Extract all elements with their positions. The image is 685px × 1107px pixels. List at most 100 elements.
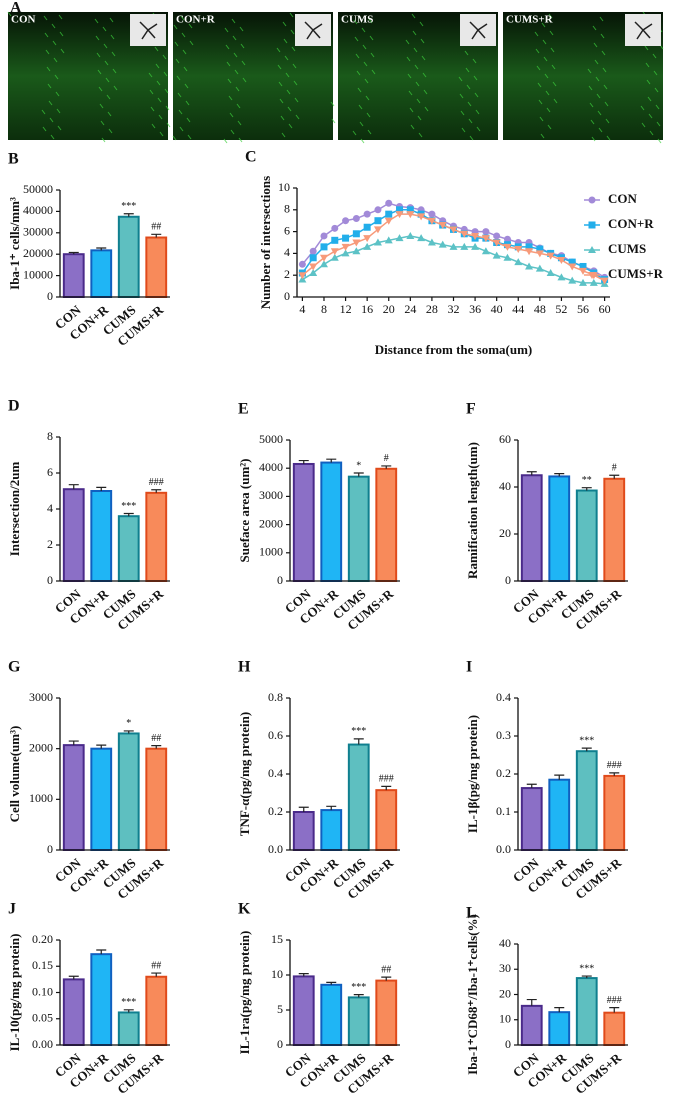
bar: [62, 488, 85, 583]
point: [492, 251, 501, 259]
cell-speck: [547, 124, 552, 130]
bar: [117, 1011, 140, 1047]
cell-speck: [113, 85, 118, 91]
cell-speck: [548, 13, 553, 19]
cell-speck: [475, 109, 480, 115]
cell-speck: [541, 22, 546, 28]
cell-speck: [228, 95, 233, 101]
bar: [375, 789, 398, 852]
panel-letter: B: [8, 151, 19, 168]
error-bar: [526, 783, 537, 789]
cell-speck: [460, 110, 465, 116]
x-tick-label: 8: [321, 302, 327, 316]
error-bar: [609, 772, 620, 776]
cell-speck: [106, 94, 111, 100]
panel-letter: D: [8, 398, 20, 415]
cell-speck: [48, 100, 53, 106]
point: [373, 238, 382, 246]
significance: ##: [151, 733, 161, 744]
cell-speck: [545, 90, 550, 96]
bar: [375, 979, 398, 1046]
y-tick-label: 1000: [29, 791, 53, 805]
x-tick-label: 24: [404, 302, 416, 316]
point: [341, 243, 350, 251]
bar: [145, 236, 168, 298]
error-bar: [151, 489, 162, 493]
cell-speck: [539, 116, 544, 122]
point: [588, 196, 596, 204]
point: [330, 253, 339, 261]
cell-speck: [413, 47, 418, 53]
y-tick-label: 0.4: [268, 766, 283, 780]
x-tick-label: 16: [361, 302, 373, 316]
panel-letter: H: [238, 659, 251, 676]
cell-speck: [155, 63, 160, 69]
cell-speck: [645, 62, 650, 68]
y-axis-label: Number of intersections: [258, 176, 273, 309]
bar: [347, 743, 370, 851]
cell-speck: [165, 105, 170, 111]
cell-speck: [154, 46, 159, 52]
cell-speck: [231, 18, 236, 24]
panel-letter: E: [238, 401, 249, 418]
cell-speck: [185, 100, 190, 106]
cell-speck: [550, 47, 555, 53]
cell-speck: [640, 105, 645, 111]
cell-speck: [473, 75, 478, 81]
cell-speck: [150, 106, 155, 112]
point: [460, 230, 469, 238]
cell-speck: [292, 63, 297, 69]
error-bar: [609, 474, 620, 479]
cell-speck: [600, 33, 605, 39]
bar: [520, 1004, 543, 1046]
cell-speck: [474, 92, 479, 98]
panel-letter: L: [466, 905, 477, 922]
cell-speck: [108, 128, 113, 134]
cell-speck: [593, 42, 598, 48]
cell-speck: [472, 58, 477, 64]
point: [374, 217, 382, 225]
point: [373, 226, 382, 234]
cell-speck: [596, 93, 601, 99]
y-tick-label: 0.00: [32, 1037, 53, 1051]
cell-speck: [104, 60, 109, 66]
cell-speck: [605, 118, 610, 124]
cell-speck: [604, 101, 609, 107]
cell-speck: [241, 60, 246, 66]
cell-speck: [187, 134, 192, 140]
cell-speck: [361, 27, 366, 33]
cell-speck: [164, 88, 169, 94]
bar: [117, 215, 140, 298]
cell-speck: [467, 101, 472, 107]
x-tick-label: 56: [577, 302, 589, 316]
point: [396, 206, 404, 214]
cell-speck: [163, 71, 168, 77]
bar: [292, 811, 315, 851]
error-bar: [123, 730, 134, 734]
point: [493, 232, 501, 240]
point: [579, 262, 587, 270]
cell-speck: [641, 122, 646, 128]
cell-speck: [465, 67, 470, 73]
bar: [548, 475, 571, 582]
cell-speck: [293, 80, 298, 86]
bar: [62, 978, 85, 1046]
y-tick-label: 0.6: [268, 728, 283, 742]
cell-speck: [540, 133, 545, 139]
cell-speck: [408, 90, 413, 96]
cell-speck: [242, 77, 247, 83]
point: [363, 223, 371, 231]
point: [363, 242, 372, 250]
y-tick-label: 40: [499, 479, 511, 493]
cell-speck: [405, 39, 410, 45]
bar: [520, 787, 543, 851]
cell-speck: [534, 31, 539, 37]
point: [449, 226, 458, 234]
cell-speck: [177, 92, 182, 98]
point: [481, 247, 490, 255]
y-tick-label: 8: [47, 429, 53, 443]
cell-speck: [423, 89, 428, 95]
bar: [62, 744, 85, 851]
legend-label: CUMS: [608, 241, 646, 256]
point: [492, 239, 501, 247]
